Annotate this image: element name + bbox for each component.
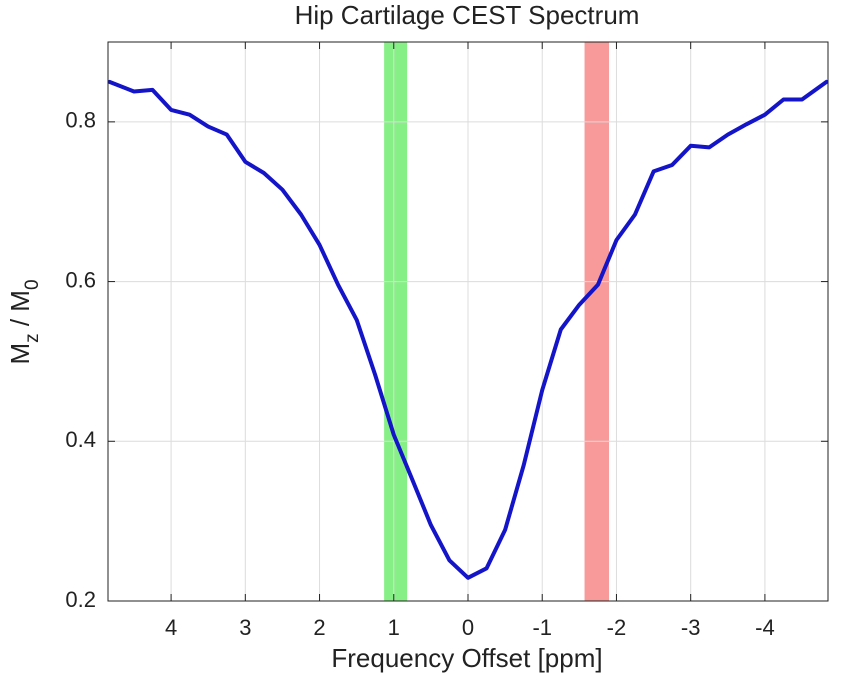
data-line [107, 79, 829, 580]
x-tick-label: -1 [532, 615, 552, 640]
y-tick-label: 0.4 [65, 427, 96, 452]
x-tick-label: 3 [239, 615, 251, 640]
x-tick-label: 1 [388, 615, 400, 640]
x-axis-label: Frequency Offset [ppm] [331, 643, 602, 673]
y-axis-label-part: 0 [22, 279, 43, 290]
x-tick-label: 4 [165, 615, 177, 640]
y-axis-label-part: M [5, 343, 35, 365]
x-tick-label: -3 [681, 615, 701, 640]
plot-frame [107, 41, 829, 602]
y-tick-label: 0.6 [65, 267, 96, 292]
x-tick-label: -2 [607, 615, 627, 640]
highlight-band [384, 42, 408, 601]
chart-title: Hip Cartilage CEST Spectrum [295, 0, 640, 30]
x-tick-label: 0 [462, 615, 474, 640]
y-axis-label-part: z [22, 333, 43, 343]
y-tick-label: 0.8 [65, 108, 96, 133]
y-tick-label: 0.2 [65, 587, 96, 612]
x-tick-label: 2 [313, 615, 325, 640]
y-axis-label-part: / M [5, 290, 35, 333]
y-axis-label: Mz / M0 [5, 279, 43, 364]
highlight-band [584, 42, 610, 601]
x-tick-label: -4 [755, 615, 775, 640]
